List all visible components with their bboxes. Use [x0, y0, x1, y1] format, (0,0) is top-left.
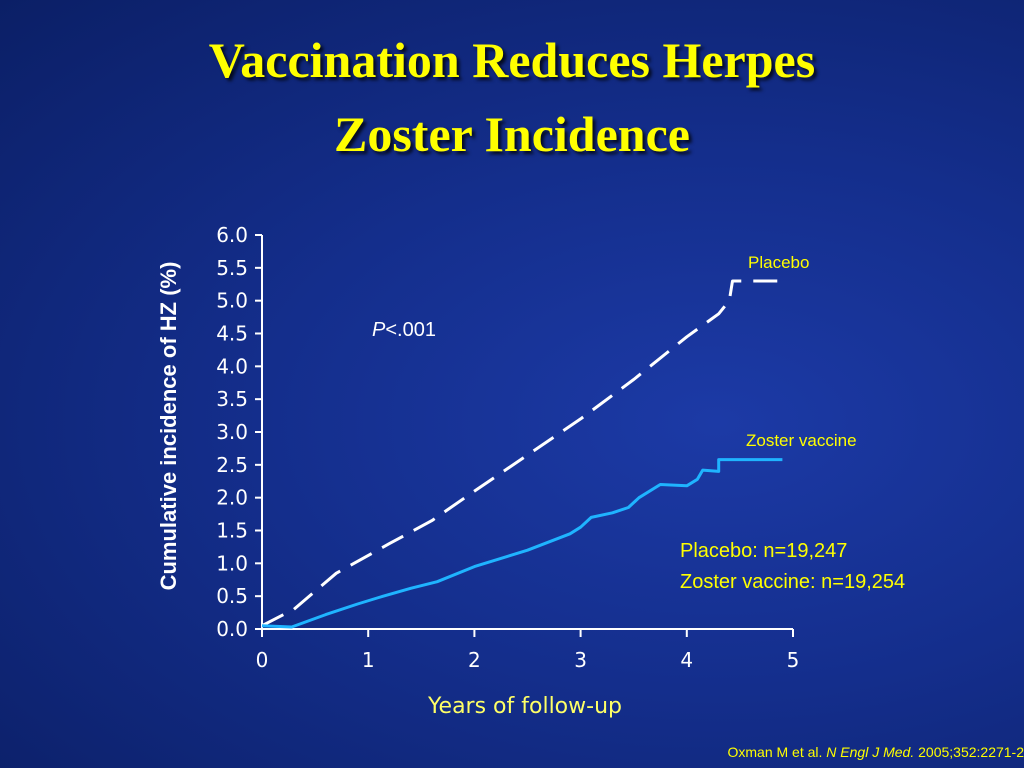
y-tick-label: 5.5	[216, 256, 248, 280]
y-tick-label: 3.0	[216, 420, 248, 444]
x-axis-title: Years of follow-up	[427, 694, 622, 719]
citation-journal: N Engl J Med.	[826, 744, 915, 760]
y-tick-label: 2.0	[216, 486, 248, 510]
y-tick-label: 3.5	[216, 387, 248, 411]
y-tick-label: 6.0	[216, 223, 248, 247]
series-line-zoster-vaccine	[261, 458, 783, 629]
x-tick-label: 1	[362, 648, 375, 672]
sample-size-vaccine: Zoster vaccine: n=19,254	[680, 571, 905, 593]
slide-title-line-1: Vaccination Reduces Herpes	[208, 32, 816, 88]
chart-axes: 0.0 0.5 1.0 1.5 2.0 2.5 3.0 3.5 4.0 4.5 5.0 5.5 6.0 0…	[216, 223, 799, 672]
p-value-annotation: P<.001	[372, 319, 436, 341]
p-value-symbol: P	[372, 319, 386, 341]
y-tick-label: 4.0	[216, 354, 248, 378]
slide-title-line-2: Zoster Incidence	[334, 106, 690, 162]
y-tick-label: 0.0	[216, 617, 248, 641]
x-tick-label: 3	[574, 648, 587, 672]
y-tick-label: 2.5	[216, 453, 248, 477]
citation-details: 2005;352:2271-2	[914, 744, 1024, 760]
y-tick-label: 5.0	[216, 289, 248, 313]
x-tick-label: 2	[468, 648, 481, 672]
y-axis-title: Cumulative incidence of HZ (%)	[156, 262, 181, 591]
citation-authors: Oxman M et al.	[727, 744, 827, 760]
y-tick-label: 1.0	[216, 551, 248, 575]
sample-size-placebo: Placebo: n=19,247	[680, 540, 847, 562]
citation: Oxman M et al. N Engl J Med. 2005;352:22…	[727, 744, 1024, 760]
series-label-placebo: Placebo	[748, 253, 809, 272]
series-label-zoster-vaccine: Zoster vaccine	[746, 431, 857, 450]
p-value-text: <.001	[385, 319, 436, 341]
x-tick-label: 4	[680, 648, 693, 672]
y-tick-label: 4.5	[216, 322, 248, 346]
x-tick-label: 5	[787, 648, 800, 672]
y-tick-label: 1.5	[216, 519, 248, 543]
y-tick-label: 0.5	[216, 584, 248, 608]
x-tick-label: 0	[256, 648, 269, 672]
chart-series-layer	[261, 279, 783, 629]
